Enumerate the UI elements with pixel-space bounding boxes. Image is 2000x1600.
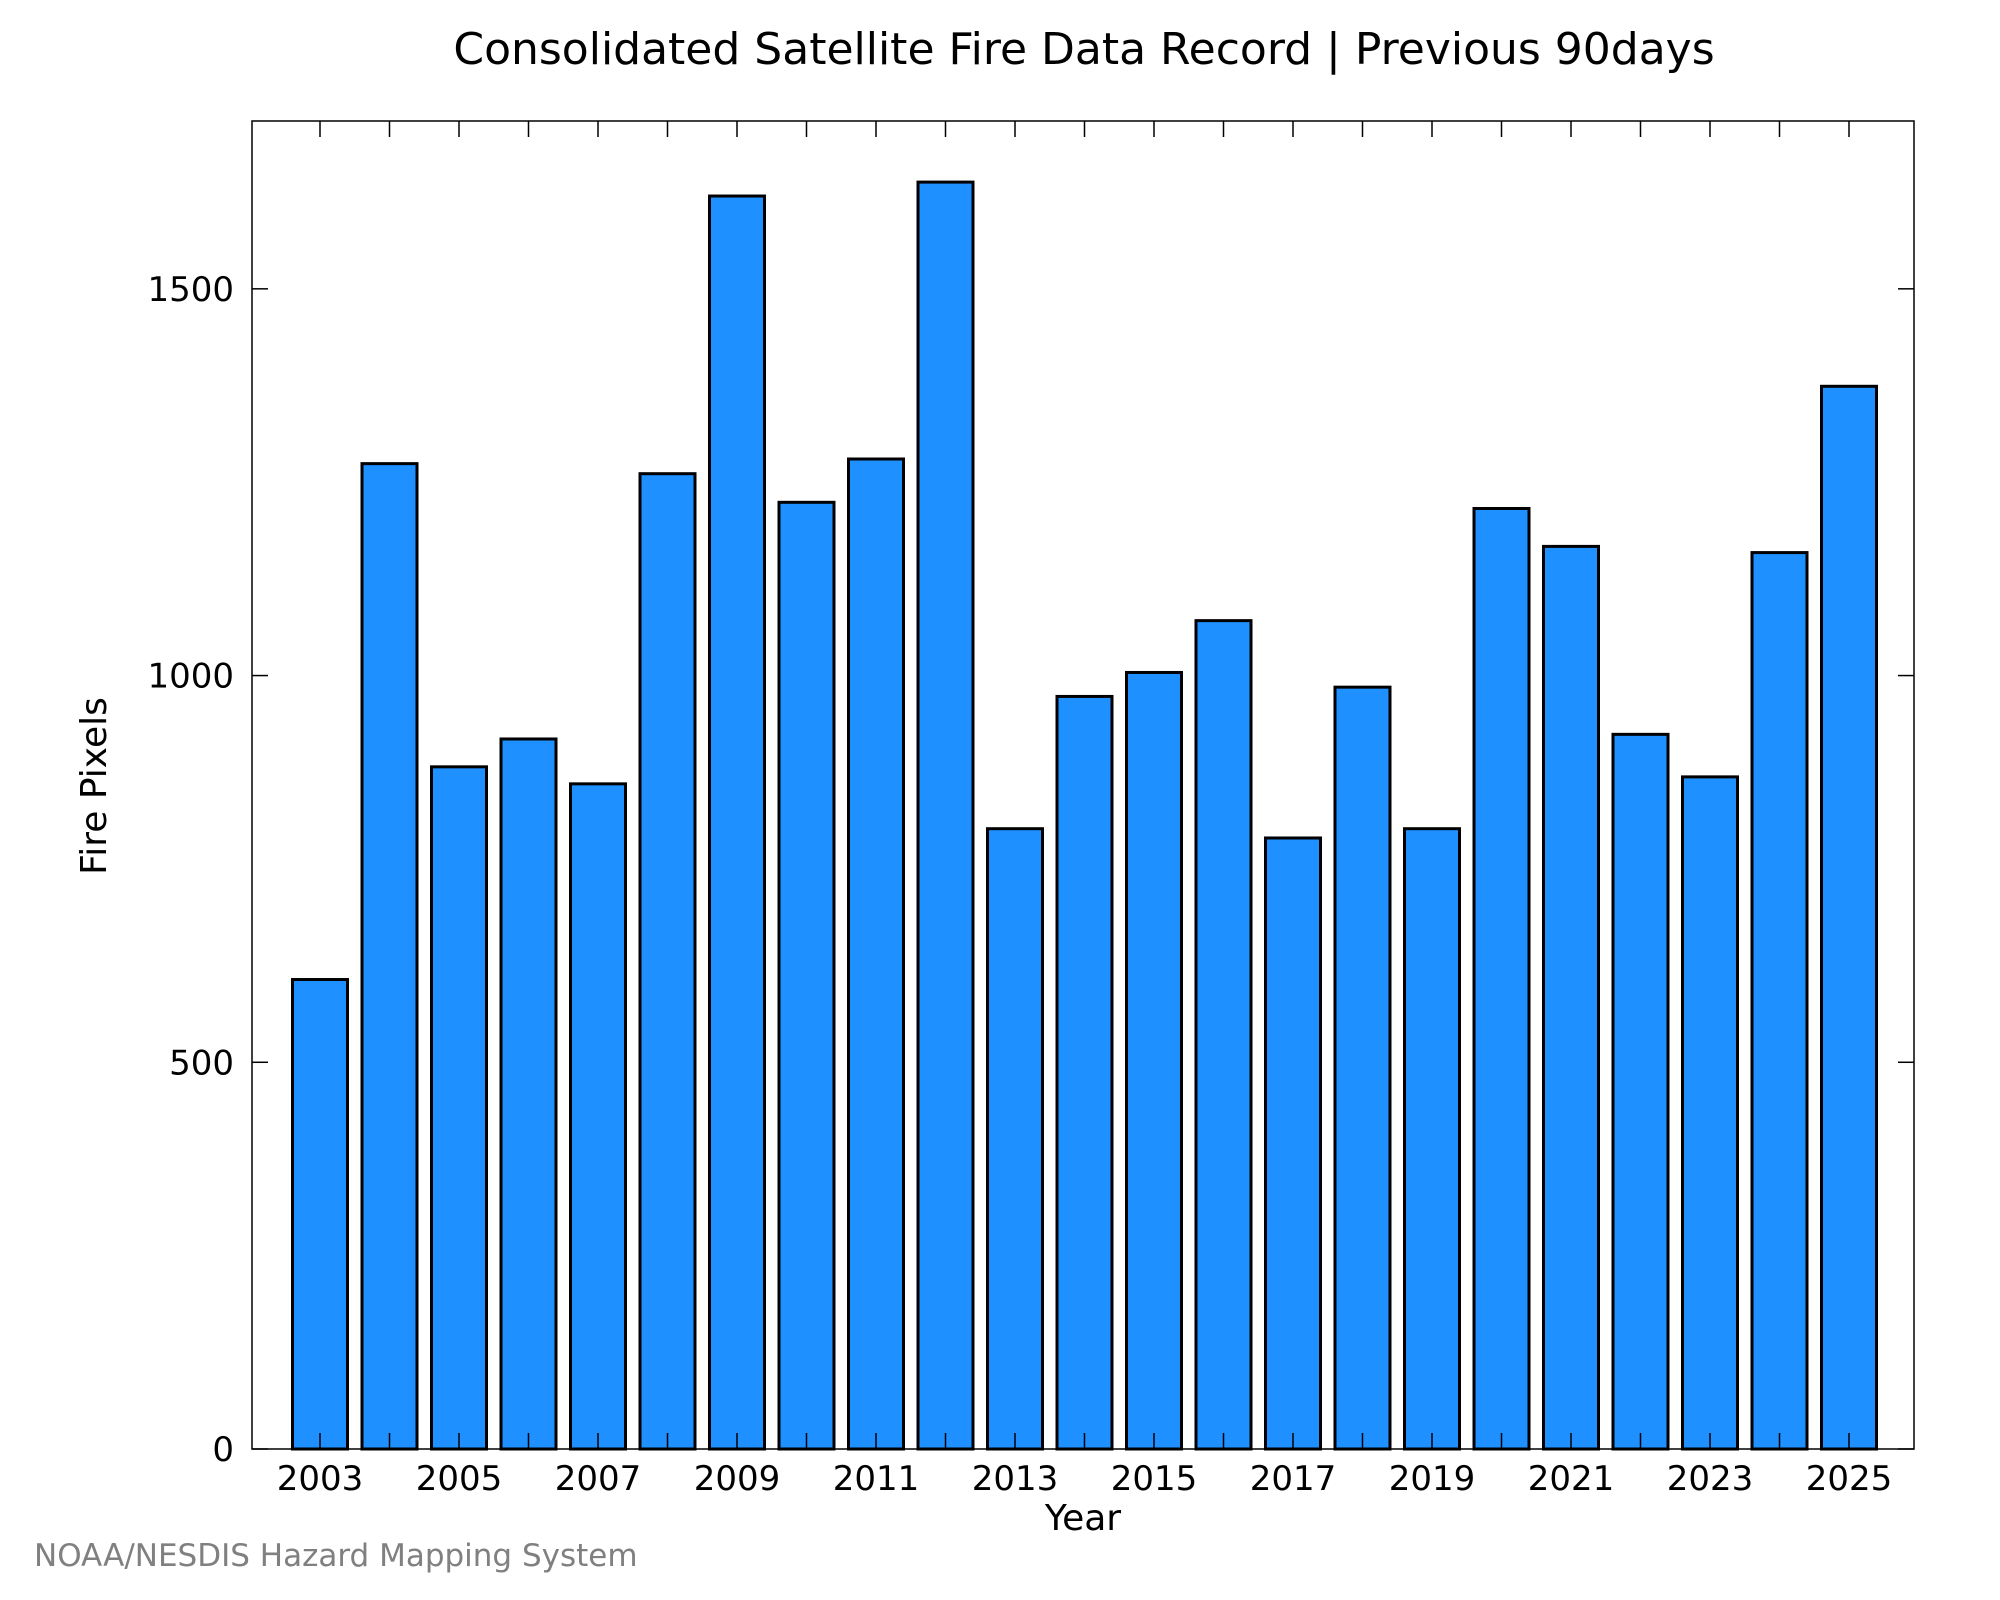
bar-2014 [1055,694,1114,1451]
bar-2016 [1194,619,1253,1451]
bar-2008 [638,472,697,1451]
x-tick-label: 2009 [694,1459,781,1499]
bars-group [291,180,1878,1451]
bar-2012 [916,180,975,1451]
bar-2025 [1820,384,1878,1451]
x-tick-label: 2013 [972,1459,1059,1499]
y-tick-label: 1000 [147,657,234,697]
bar-2006 [499,737,558,1451]
plot-frame [251,120,1915,1450]
bar-2010 [777,500,836,1451]
bar-2004 [360,462,419,1451]
y-axis-label: Fire Pixels [74,697,115,875]
x-tick-label: 2015 [1111,1459,1198,1499]
source-credit: NOAA/NESDIS Hazard Mapping System [34,1538,638,1574]
bar-2013 [986,827,1044,1451]
y-tick-label: 0 [212,1430,234,1470]
x-tick-label: 2003 [277,1459,364,1499]
bar-2024 [1750,551,1809,1451]
x-tick-label: 2007 [555,1459,642,1499]
chart-title: Consolidated Satellite Fire Data Record … [453,24,1714,75]
y-tick-label: 500 [169,1043,234,1083]
bar-2020 [1472,506,1531,1451]
bar-2023 [1681,775,1739,1451]
bar-2009 [708,194,766,1451]
bar-2007 [569,782,627,1451]
y-tick-label: 1500 [147,270,234,310]
x-axis-label: Year [1044,1498,1121,1539]
bar-2022 [1611,732,1670,1451]
bar-2005 [430,765,488,1451]
y-axis: 0 500 1000 1500 [147,270,1914,1470]
bar-2011 [847,457,905,1451]
bar-2015 [1125,670,1183,1451]
bar-2021 [1542,544,1600,1451]
bar-2019 [1403,827,1461,1451]
x-tick-label: 2017 [1250,1459,1337,1499]
x-tick-label: 2005 [416,1459,503,1499]
x-tick-label: 2025 [1806,1459,1893,1499]
bar-2017 [1264,836,1322,1451]
x-tick-label: 2011 [833,1459,920,1499]
x-axis: 2003 2005 2007 2009 2011 2013 2015 2017 2019 2021… [277,121,1893,1499]
x-tick-label: 2023 [1667,1459,1754,1499]
bar-2018 [1333,685,1392,1451]
x-tick-label: 2019 [1389,1459,1476,1499]
x-tick-label: 2021 [1528,1459,1615,1499]
bar-2003 [291,978,349,1451]
